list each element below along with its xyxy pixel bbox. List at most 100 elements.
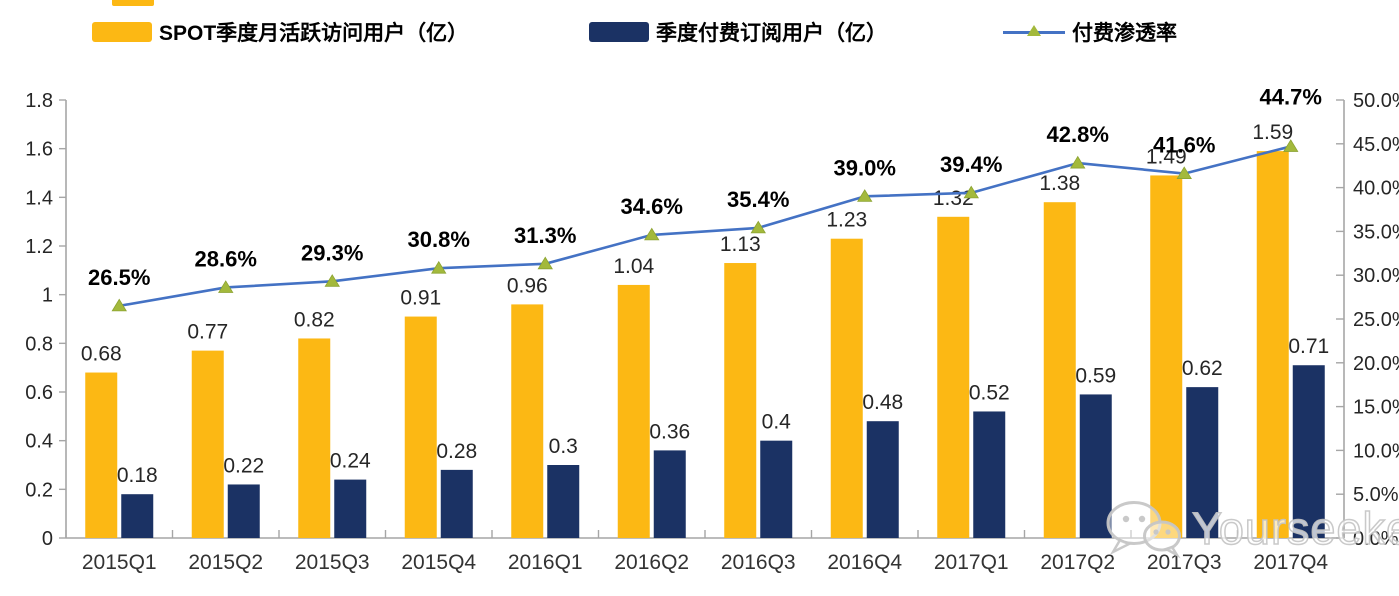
penetration-legend-swatch [1003, 22, 1065, 42]
left-axis-tick-label: 1.8 [25, 90, 53, 112]
x-axis-label: 2015Q2 [188, 551, 263, 574]
right-axis-tick-label: 0.0% [1353, 528, 1399, 550]
mau-legend-swatch [92, 22, 152, 42]
mau-bar-label: 0.91 [400, 287, 441, 310]
mau-bar [1256, 151, 1289, 538]
penetration-marker-icon [1070, 155, 1086, 169]
paid-bar-label: 0.24 [330, 450, 371, 473]
mau-legend-label: SPOT季度月活跃访问用户（亿） [159, 22, 469, 45]
mau-bar-label: 0.82 [294, 308, 335, 331]
left-axis-tick-label: 0.2 [25, 479, 53, 501]
penetration-label: 41.6% [1153, 133, 1215, 158]
x-axis-label: 2016Q1 [508, 551, 583, 574]
mau-bar-label: 1.13 [720, 233, 761, 256]
right-axis-tick-label: 10.0% [1353, 440, 1399, 462]
mau-bar [191, 350, 224, 538]
penetration-marker-icon [963, 185, 979, 199]
mau-bar [724, 263, 757, 538]
paid-legend-swatch [589, 22, 649, 42]
right-axis-tick-label: 20.0% [1353, 353, 1399, 375]
x-axis-label: 2015Q1 [82, 551, 157, 574]
mau-bar [298, 338, 331, 538]
left-axis-tick-label: 0.8 [25, 333, 53, 355]
right-axis-tick-label: 25.0% [1353, 309, 1399, 331]
paid-bar [547, 465, 580, 538]
paid-bar-label: 0.52 [969, 381, 1010, 404]
mau-bar [511, 304, 544, 538]
legend-item-mau: SPOT季度月活跃访问用户（亿） [92, 18, 468, 46]
penetration-line [119, 145, 1292, 308]
chart-legend: SPOT季度月活跃访问用户（亿） 季度付费订阅用户（亿） 付费渗透率 [0, 0, 1399, 56]
x-axis-label: 2017Q2 [1040, 551, 1115, 574]
paid-bar-label: 0.4 [762, 411, 792, 434]
x-axis-label: 2016Q3 [721, 551, 796, 574]
penetration-label: 39.0% [834, 155, 896, 180]
penetration-marker-icon [644, 227, 660, 241]
penetration-marker-icon [750, 220, 766, 234]
mau-bar-label: 1.49 [1146, 145, 1187, 168]
paid-bar [653, 450, 686, 538]
mau-bar-label: 1.04 [613, 255, 654, 278]
penetration-marker-icon [324, 274, 340, 287]
penetration-label: 29.3% [301, 240, 363, 265]
x-axis-label: 2016Q4 [827, 551, 902, 574]
mau-bar [1043, 202, 1076, 538]
penetration-label: 42.8% [1047, 122, 1109, 147]
penetration-label: 34.6% [621, 194, 683, 219]
penetration-marker-icon [857, 189, 873, 202]
penetration-marker-icon [111, 298, 127, 312]
x-axis-label: 2016Q2 [614, 551, 689, 574]
paid-bar [1186, 387, 1219, 538]
paid-bar [121, 494, 154, 538]
penetration-marker-icon [1283, 139, 1299, 152]
paid-bar-label: 0.59 [1075, 364, 1116, 387]
paid-bar-label: 0.28 [436, 440, 477, 463]
left-axis-tick-label: 1.6 [25, 139, 53, 161]
penetration-label: 39.4% [940, 152, 1002, 177]
penetration-marker-icon [431, 260, 447, 274]
right-axis-tick-label: 5.0% [1353, 484, 1399, 506]
penetration-legend-label: 付费渗透率 [1072, 22, 1177, 45]
cropped-top-decoration [112, 0, 154, 6]
mau-bar [404, 316, 437, 538]
left-axis-tick-label: 0.6 [25, 382, 53, 404]
paid-bar-label: 0.3 [549, 435, 578, 458]
right-axis-tick-label: 30.0% [1353, 265, 1399, 287]
paid-bar [973, 411, 1006, 538]
mau-bar [617, 284, 650, 538]
penetration-label: 26.5% [88, 265, 150, 290]
left-axis-tick-label: 1 [42, 285, 53, 307]
x-axis-label: 2017Q3 [1147, 551, 1222, 574]
mau-bar-label: 1.38 [1039, 172, 1080, 195]
penetration-marker-icon [1176, 166, 1192, 179]
penetration-label: 35.4% [727, 187, 789, 212]
right-axis-tick-label: 35.0% [1353, 221, 1399, 243]
left-axis-tick-label: 0 [42, 528, 53, 550]
mau-bar [830, 238, 863, 538]
penetration-label: 28.6% [195, 246, 257, 271]
left-axis-tick-label: 0.4 [25, 431, 53, 453]
paid-bar [866, 421, 899, 538]
mau-bar [1150, 175, 1183, 538]
right-axis-tick-label: 15.0% [1353, 397, 1399, 419]
penetration-label: 44.7% [1260, 84, 1322, 109]
paid-bar [227, 484, 260, 538]
x-axis-label: 2015Q4 [401, 551, 476, 574]
paid-bar-label: 0.18 [117, 464, 158, 487]
paid-bar [440, 469, 473, 538]
mau-bar-label: 0.77 [187, 321, 228, 344]
paid-bar-label: 0.36 [649, 420, 690, 443]
x-axis-label: 2017Q4 [1253, 551, 1328, 574]
paid-bar [760, 440, 793, 538]
x-axis-label: 2017Q1 [934, 551, 1009, 574]
x-axis-label: 2015Q3 [295, 551, 370, 574]
paid-bar-label: 0.71 [1288, 335, 1329, 358]
penetration-label: 30.8% [408, 227, 470, 252]
paid-bar [1292, 365, 1325, 538]
mau-bar-label: 1.32 [933, 187, 974, 210]
penetration-label: 31.3% [514, 223, 576, 248]
mau-bar-label: 0.68 [81, 343, 122, 366]
legend-item-penetration: 付费渗透率 [1003, 18, 1177, 46]
